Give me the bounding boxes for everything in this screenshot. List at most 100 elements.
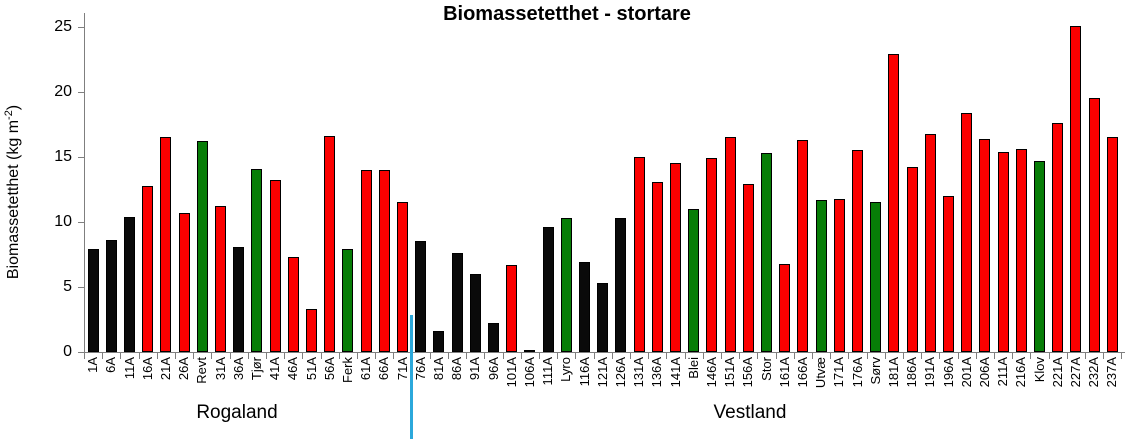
x-tick-label-71A: 71A bbox=[395, 357, 410, 381]
x-tick bbox=[976, 353, 977, 359]
x-tick bbox=[430, 353, 431, 359]
bar-11A bbox=[124, 217, 135, 352]
x-tick bbox=[230, 353, 231, 359]
bar-46A bbox=[288, 257, 299, 352]
x-tick bbox=[867, 353, 868, 359]
x-tick-label-106A: 106A bbox=[522, 357, 537, 388]
bar-16A bbox=[142, 186, 153, 352]
x-tick-label-186A: 186A bbox=[904, 357, 919, 388]
y-tick bbox=[78, 157, 84, 158]
x-tick bbox=[284, 353, 285, 359]
x-tick-label-51A: 51A bbox=[304, 357, 319, 381]
region-divider-line bbox=[410, 315, 413, 439]
x-tick bbox=[193, 353, 194, 359]
bar-232A bbox=[1089, 98, 1100, 352]
x-tick-label-111A: 111A bbox=[540, 357, 555, 386]
x-tick bbox=[1049, 353, 1050, 359]
y-axis-label-prefix: Biomassetetthet (kg m bbox=[5, 119, 23, 280]
bar-81A bbox=[433, 331, 444, 352]
x-tick bbox=[484, 353, 485, 359]
bar-166A bbox=[797, 140, 808, 352]
y-tick-label: 20 bbox=[54, 83, 72, 100]
bar-86A bbox=[452, 253, 463, 352]
x-tick bbox=[102, 353, 103, 359]
x-tick bbox=[1067, 353, 1068, 359]
bar-171A bbox=[834, 199, 845, 352]
x-tick bbox=[1121, 353, 1122, 359]
x-tick bbox=[903, 353, 904, 359]
x-tick-label-41A: 41A bbox=[267, 357, 282, 381]
y-tick-label: 25 bbox=[54, 18, 72, 35]
x-tick bbox=[939, 353, 940, 359]
x-tick bbox=[666, 353, 667, 359]
x-tick-label-156A: 156A bbox=[740, 357, 755, 388]
y-tick-label: 10 bbox=[54, 213, 72, 230]
x-tick-label-121A: 121A bbox=[595, 357, 610, 388]
bar-61A bbox=[361, 170, 372, 352]
bar-136A bbox=[652, 182, 663, 352]
x-tick-label-21A: 21A bbox=[158, 357, 173, 381]
x-tick bbox=[448, 353, 449, 359]
x-tick-label-141A: 141A bbox=[668, 357, 683, 388]
x-tick bbox=[393, 353, 394, 359]
bar-191A bbox=[925, 134, 936, 352]
bar-76A bbox=[415, 241, 426, 352]
x-tick bbox=[339, 353, 340, 359]
x-tick-label-176A: 176A bbox=[850, 357, 865, 388]
bar-1A bbox=[88, 249, 99, 352]
bar-96A bbox=[488, 323, 499, 352]
x-tick-label-26A: 26A bbox=[176, 357, 191, 381]
x-tick bbox=[466, 353, 467, 359]
x-tick-label-166A: 166A bbox=[795, 357, 810, 388]
region-label-rogaland: Rogaland bbox=[196, 402, 278, 423]
x-tick-label-36A: 36A bbox=[231, 357, 246, 381]
x-tick bbox=[703, 353, 704, 359]
x-tick bbox=[357, 353, 358, 359]
bar-56A bbox=[324, 136, 335, 352]
bar-211A bbox=[998, 152, 1009, 352]
x-tick bbox=[84, 353, 85, 359]
bar-196A bbox=[943, 196, 954, 352]
x-tick-label-237A: 237A bbox=[1104, 357, 1119, 388]
x-tick-label-146A: 146A bbox=[704, 357, 719, 388]
x-tick-label-161A: 161A bbox=[777, 357, 792, 388]
x-tick bbox=[175, 353, 176, 359]
y-tick bbox=[78, 222, 84, 223]
x-tick-label-81A: 81A bbox=[431, 357, 446, 381]
bar-51A bbox=[306, 309, 317, 352]
y-tick bbox=[78, 27, 84, 28]
x-tick-label-31A: 31A bbox=[213, 357, 228, 381]
bar-126A bbox=[615, 218, 626, 352]
x-tick-label-131A: 131A bbox=[631, 357, 646, 388]
x-tick bbox=[885, 353, 886, 359]
x-tick bbox=[120, 353, 121, 359]
x-tick-label-Blei: Blei bbox=[686, 357, 701, 379]
x-tick-label-232A: 232A bbox=[1086, 357, 1101, 388]
x-tick bbox=[757, 353, 758, 359]
y-tick-label: 15 bbox=[54, 148, 72, 165]
bar-Klov bbox=[1034, 161, 1045, 352]
x-tick-label-76A: 76A bbox=[413, 357, 428, 381]
x-tick bbox=[521, 353, 522, 359]
y-tick bbox=[78, 287, 84, 288]
x-tick bbox=[211, 353, 212, 359]
bar-Sørv bbox=[870, 202, 881, 352]
bar-91A bbox=[470, 274, 481, 352]
x-tick-label-Utvæ: Utvæ bbox=[813, 357, 828, 389]
x-tick-label-211A: 211A bbox=[995, 357, 1010, 387]
x-tick bbox=[848, 353, 849, 359]
bar-Stor bbox=[761, 153, 772, 352]
x-tick bbox=[830, 353, 831, 359]
x-tick bbox=[612, 353, 613, 359]
x-tick bbox=[503, 353, 504, 359]
x-tick-label-Revt: Revt bbox=[194, 357, 209, 384]
chart-title: Biomassetetthet - stortare bbox=[443, 3, 691, 25]
bar-36A bbox=[233, 247, 244, 352]
x-tick-label-91A: 91A bbox=[467, 357, 482, 381]
x-tick-label-Klov: Klov bbox=[1032, 357, 1047, 383]
bar-Lyro bbox=[561, 218, 572, 352]
x-tick bbox=[157, 353, 158, 359]
y-tick bbox=[78, 352, 84, 353]
bar-221A bbox=[1052, 123, 1063, 352]
x-tick-label-11A: 11A bbox=[122, 357, 137, 380]
